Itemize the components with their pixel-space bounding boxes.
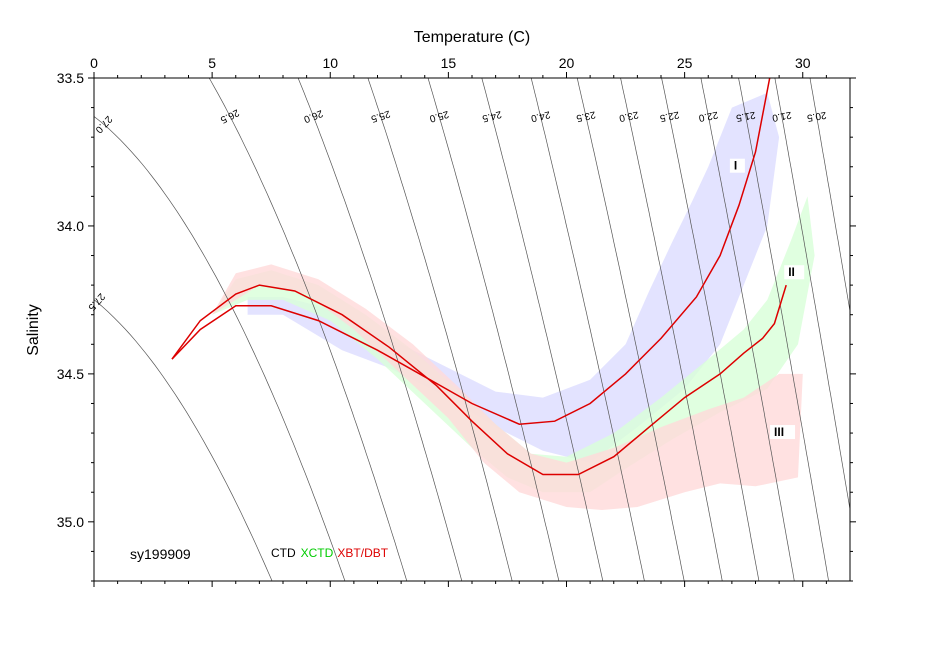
band-iii — [212, 264, 803, 510]
isopycnal-25.0 — [427, 78, 560, 581]
curve-i — [171, 78, 771, 425]
x-tick-label: 30 — [795, 55, 811, 71]
isopycnal-label: 20.5 — [806, 109, 827, 123]
isopycnal-label: 26.5 — [218, 106, 241, 125]
x-tick-label: 25 — [677, 55, 693, 71]
y-tick-label: 35.0 — [57, 514, 84, 530]
legend-xctd: XCTD — [301, 546, 334, 560]
isopycnal-24.0 — [530, 78, 645, 581]
isopycnal-23.5 — [576, 78, 685, 581]
x-tick-label: 5 — [208, 55, 216, 71]
isopycnal-label: 27.0 — [92, 113, 114, 135]
isopycnal-label: 23.5 — [575, 108, 597, 123]
isopycnal-26.0 — [297, 78, 463, 581]
band-i — [247, 92, 780, 463]
isopycnal-label: 26.0 — [302, 107, 325, 124]
region-label-bg — [784, 265, 805, 280]
region-label-bg — [770, 425, 796, 440]
isopycnal-label: 22.0 — [697, 109, 719, 124]
isopycnal-23.0 — [620, 78, 723, 581]
isopycnal-label: 25.0 — [428, 108, 450, 124]
legend: CTD XCTD XBT/DBT — [271, 546, 389, 560]
band-ii — [212, 196, 815, 493]
isopycnal-label: 22.5 — [658, 109, 680, 124]
x-tick-label: 10 — [322, 55, 338, 71]
region-label: III — [774, 425, 784, 439]
axis-ticks: 0 5 10 15 20 25 30 33.5 34.0 34.5 35.0 — [57, 55, 856, 587]
legend-xbtdbt: XBT/DBT — [337, 546, 388, 560]
region-label-bg — [729, 158, 745, 173]
isopycnal-22.5 — [661, 78, 760, 581]
isopycnal-label: 27.5 — [85, 291, 106, 313]
legend-ctd: CTD — [271, 546, 296, 560]
isopycnal-25.5 — [367, 78, 513, 581]
x-axis-title: Temperature (C) — [414, 29, 530, 46]
mean-curves — [171, 78, 787, 476]
x-tick-label: 0 — [90, 55, 98, 71]
y-tick-label: 33.5 — [57, 70, 84, 86]
x-tick-label: 20 — [559, 55, 575, 71]
isopycnal-label: 24.5 — [481, 108, 503, 124]
isopycnal-21.5 — [738, 78, 829, 581]
isopycnal-24.5 — [481, 78, 604, 581]
x-tick-label: 15 — [441, 55, 457, 71]
isopycnal-label: 21.0 — [771, 109, 793, 123]
isopycnal-21.0 — [774, 78, 850, 512]
y-tick-label: 34.0 — [57, 218, 84, 234]
isopycnal-label: 24.0 — [529, 108, 551, 123]
isopycnal-22.0 — [700, 78, 795, 581]
region-label: II — [788, 265, 795, 279]
isopycnal-27.0 — [94, 115, 346, 581]
region-label: I — [734, 159, 737, 173]
y-axis-title: Salinity — [25, 304, 42, 356]
isopycnal-label: 21.5 — [735, 109, 757, 123]
isopycnal-label: 23.0 — [618, 109, 640, 124]
isopycnal-26.5 — [208, 78, 408, 581]
isopycnal-lines — [94, 78, 850, 581]
confidence-bands — [212, 92, 815, 510]
isopycnal-20.5 — [809, 78, 850, 314]
curve-ii — [171, 284, 787, 476]
isopycnal-label: 25.5 — [369, 108, 391, 125]
cruise-label: sy199909 — [130, 546, 191, 562]
y-tick-label: 34.5 — [57, 366, 84, 382]
isopycnal-27.5 — [94, 299, 273, 581]
